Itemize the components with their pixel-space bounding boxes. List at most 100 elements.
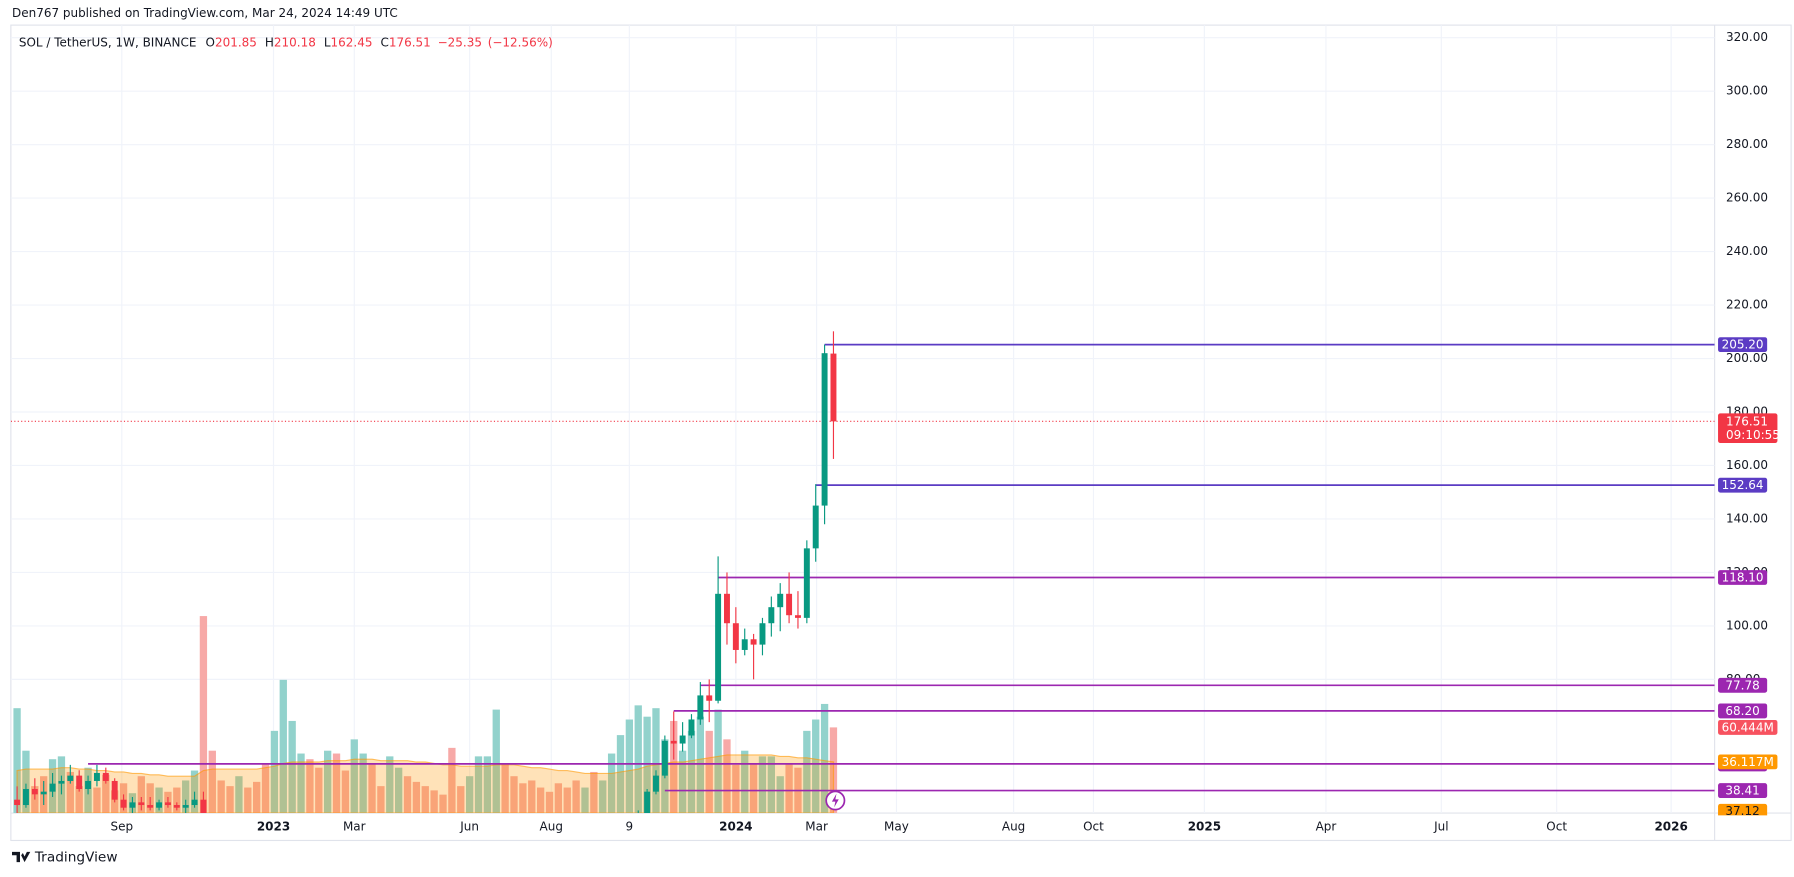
- candle-body: [697, 695, 704, 720]
- y-tick-label: 160.00: [1726, 458, 1768, 472]
- volume-bar: [217, 780, 225, 814]
- candle-body: [670, 740, 677, 744]
- volume-bar: [22, 750, 30, 814]
- volume-bar: [359, 753, 367, 814]
- x-tick-label: 2024: [719, 819, 752, 833]
- volume-bar: [439, 794, 447, 814]
- volume-bar: [616, 735, 625, 814]
- x-tick-label: Oct: [1083, 819, 1104, 833]
- last-price-label: 176.51: [1726, 414, 1768, 428]
- candle-body: [661, 740, 668, 776]
- volume-bar: [137, 776, 145, 814]
- x-tick-label: 2025: [1188, 819, 1221, 833]
- x-tick-label: 9: [626, 819, 634, 833]
- header: Den767 published on TradingView.com, Mar…: [12, 6, 398, 20]
- volume-bar: [377, 786, 385, 814]
- level-tag-label: 38.41: [1725, 784, 1759, 798]
- candle-body: [164, 802, 171, 806]
- y-tick-label: 100.00: [1726, 618, 1768, 632]
- extra-tag: [1718, 803, 1768, 816]
- volume-bar: [448, 747, 456, 814]
- x-tick-label: Aug: [1002, 819, 1025, 833]
- candle-body: [67, 775, 74, 781]
- candle-body: [129, 802, 136, 808]
- volume-bar: [182, 780, 190, 814]
- volume-bar: [767, 756, 775, 814]
- ohlc-label: C: [380, 35, 388, 49]
- volume-bar: [288, 720, 296, 814]
- volume-bar: [66, 771, 74, 814]
- level-tag-label: 205.20: [1722, 338, 1764, 352]
- x-tick-label: Jul: [1433, 819, 1448, 833]
- volume-bar: [776, 776, 784, 814]
- candle-body: [93, 772, 100, 781]
- level-tag-label: 77.78: [1725, 678, 1759, 692]
- ohlc-value: 176.51: [389, 35, 431, 49]
- volume-bar: [749, 763, 758, 814]
- candle-body: [191, 799, 198, 806]
- candle-body: [706, 695, 713, 701]
- extra-tag-label: 37.12: [1725, 804, 1759, 818]
- candle-body: [830, 353, 837, 422]
- candle-body: [786, 593, 793, 616]
- candle-body: [49, 783, 56, 792]
- volume-bar: [501, 763, 509, 814]
- volume-bar: [403, 776, 412, 814]
- candle-body: [138, 802, 145, 806]
- logo: TradingView: [12, 850, 118, 866]
- candle-body: [688, 719, 695, 736]
- ohlc-value: 162.45: [331, 35, 373, 49]
- volume-bar: [270, 730, 279, 814]
- volume-bar: [315, 767, 323, 814]
- candle-body: [732, 623, 739, 650]
- y-tick-label: 280.00: [1726, 137, 1768, 151]
- x-tick-label: Mar: [343, 819, 366, 833]
- candle-body: [724, 593, 730, 624]
- volume-bar: [261, 763, 270, 814]
- volume-bar: [714, 709, 722, 814]
- volume-bar: [93, 787, 101, 814]
- candle-body: [644, 791, 651, 814]
- volume-tag-label: 60.444M: [1722, 720, 1774, 734]
- candle-body: [803, 548, 810, 618]
- volume-bar: [581, 787, 589, 814]
- volume-tag: [1718, 719, 1778, 735]
- x-tick-label: Mar: [805, 819, 828, 833]
- x-tick-label: 2026: [1654, 819, 1687, 833]
- last-price-tag: [1718, 413, 1778, 444]
- volume-bar: [803, 730, 811, 814]
- x-tick-label: 2023: [257, 819, 290, 833]
- level-tag: [1718, 337, 1768, 353]
- y-tick-label: 220.00: [1726, 298, 1768, 312]
- volume-bar: [199, 616, 208, 814]
- volume-bar: [483, 756, 492, 814]
- candle-body: [76, 775, 83, 789]
- volume-bar: [457, 786, 465, 814]
- volume-bar: [785, 763, 793, 814]
- volume-bar: [696, 716, 705, 814]
- candle-body: [794, 615, 801, 618]
- volume-bar: [599, 780, 607, 814]
- candle-body: [58, 780, 65, 784]
- ohlc-value: 201.85: [215, 35, 257, 49]
- candle-body: [31, 788, 38, 795]
- volume-bar: [368, 763, 376, 814]
- level-tag-label: 68.20: [1725, 704, 1759, 718]
- candle-body: [759, 623, 766, 645]
- volume-bar: [723, 739, 731, 814]
- candle-body: [812, 505, 819, 549]
- ohlc-label: O: [206, 35, 215, 49]
- volume-bar: [430, 790, 438, 814]
- volume-bar: [332, 753, 341, 814]
- volume-bar: [652, 708, 660, 814]
- y-tick-label: 200.00: [1726, 351, 1768, 365]
- candle-body: [111, 780, 118, 800]
- candle-body: [14, 799, 21, 806]
- volume-bar: [687, 730, 696, 814]
- ohlc-label: L: [324, 35, 331, 49]
- volume-bar: [102, 774, 110, 814]
- candle-body: [741, 639, 748, 650]
- time-axis: Sep 2023 Mar Jun Aug 9 2024 Mar May Aug Oct 2025 Apr…: [110, 819, 1687, 833]
